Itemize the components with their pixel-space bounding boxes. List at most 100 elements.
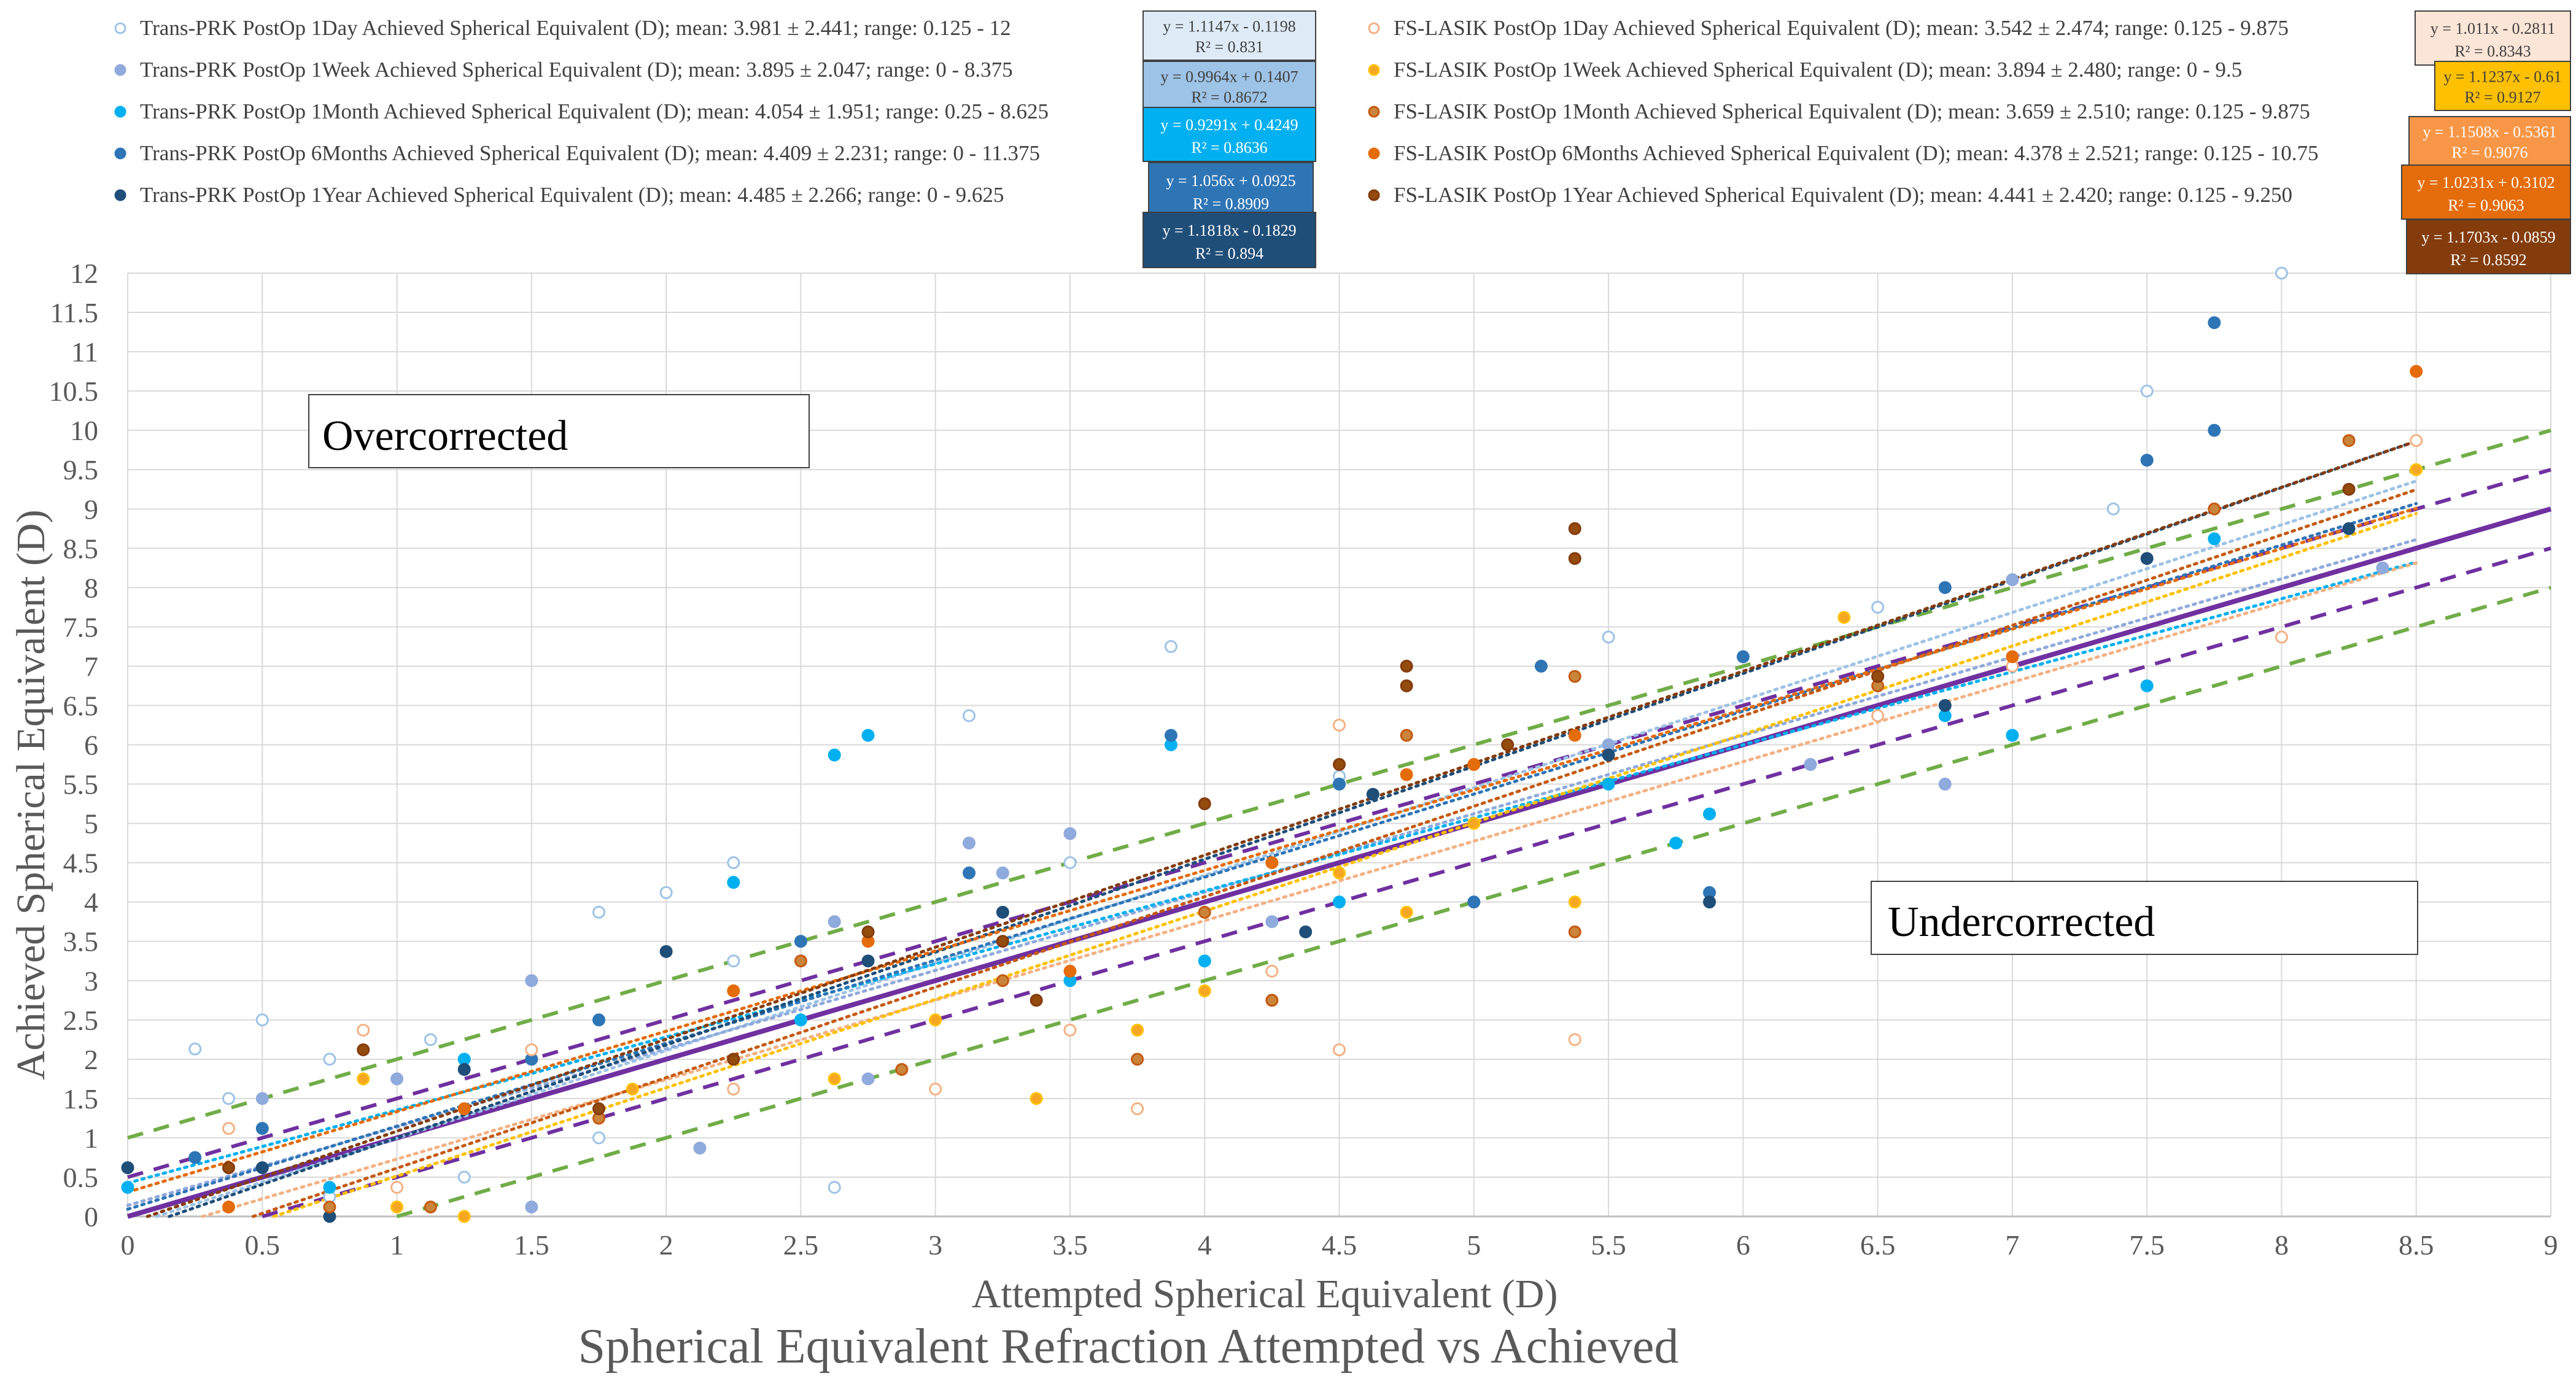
data-point [1938, 581, 1952, 594]
data-point [2342, 434, 2356, 447]
legend-entry: Trans-PRK PostOp 1Day Achieved Spherical… [140, 16, 1011, 40]
data-point [2275, 266, 2288, 280]
data-point [2006, 650, 2019, 663]
data-point [727, 876, 740, 889]
data-point [996, 935, 1009, 948]
data-point [2275, 630, 2288, 644]
chart-title: Spherical Equivalent Refraction Attempte… [578, 1320, 1679, 1374]
data-point [962, 837, 976, 850]
data-point [323, 1053, 336, 1066]
trend-equation: y = 1.0231x + 0.3102 [2417, 174, 2555, 191]
data-point [727, 1053, 740, 1066]
data-point [255, 1013, 269, 1027]
identity-line [126, 506, 2552, 1219]
y-tick-label: 0 [84, 1201, 98, 1232]
y-tick-label: 6.5 [63, 690, 99, 721]
data-point [390, 1181, 404, 1194]
x-tick-label: 3.5 [1052, 1229, 1088, 1261]
data-point [1030, 1092, 1043, 1105]
data-point [929, 1013, 942, 1027]
legend-marker [114, 147, 126, 160]
overcorrected-label: Overcorrected [322, 412, 568, 460]
data-point [1063, 1023, 1077, 1037]
data-point [222, 1092, 235, 1105]
data-point [626, 1083, 639, 1096]
x-tick-label: 9 [2544, 1229, 2558, 1261]
data-point [1164, 640, 1177, 653]
y-tick-label: 6 [84, 730, 98, 761]
legend-entry: Trans-PRK PostOp 6Months Achieved Spheri… [140, 141, 1040, 165]
y-tick-label: 2 [84, 1044, 98, 1075]
trendlines [126, 439, 2418, 1218]
data-point [457, 1170, 471, 1184]
data-point [1063, 856, 1077, 870]
trendline [145, 439, 2418, 1218]
data-point [592, 1013, 605, 1027]
data-point [1568, 552, 1581, 565]
data-point [1366, 787, 1379, 801]
x-tick-label: 6 [1736, 1229, 1750, 1261]
data-point [861, 729, 875, 742]
data-point [1938, 778, 1952, 791]
legend-entry: FS-LASIK PostOp 1Week Achieved Spherical… [1394, 58, 2242, 82]
trend-r-squared: R² = 0.831 [1195, 38, 1263, 56]
trend-equation-box [1143, 107, 1316, 162]
data-point [996, 866, 1009, 879]
axes: 0 0.5 1 1.5 2 2.5 3 3.5 4 4.5 5 5.5 6 6.5 7 7.5 8 8.5 900.… [49, 258, 2558, 1261]
trend-equation-box [1143, 61, 1316, 111]
scatter-points [121, 266, 2423, 1223]
data-point [390, 1200, 404, 1214]
data-point [357, 1043, 370, 1056]
data-point [1333, 866, 1346, 879]
y-axis-label: Achieved Spherical Equivalent (D) [9, 509, 53, 1080]
data-point [457, 1210, 471, 1223]
data-point [1568, 670, 1581, 683]
data-point [1400, 659, 1413, 673]
trend-equation: y = 0.9964x + 0.1407 [1160, 68, 1298, 86]
x-tick-label: 0.5 [245, 1229, 281, 1261]
data-point [2140, 384, 2154, 398]
trend-equation: y = 1.1508x - 0.5361 [2423, 123, 2556, 141]
data-point [1467, 758, 1481, 771]
data-point [1198, 905, 1211, 919]
trend-r-squared: R² = 0.9127 [2464, 88, 2540, 106]
data-point [1333, 895, 1346, 909]
data-point [1198, 984, 1211, 997]
x-tick-label: 4 [1198, 1229, 1212, 1261]
data-point [727, 954, 740, 968]
y-tick-label: 4.5 [63, 848, 99, 879]
data-point [1568, 729, 1581, 742]
trendline [126, 538, 2418, 1207]
trend-equation: y = 0.9291x + 0.4249 [1160, 116, 1298, 134]
data-point [1703, 895, 1717, 909]
data-point [2410, 365, 2423, 378]
x-tick-label: 8.5 [2399, 1229, 2434, 1261]
trend-equation: y = 1.1237x - 0.61 [2443, 68, 2561, 86]
trend-r-squared: R² = 0.9063 [2448, 196, 2524, 214]
y-tick-label: 9 [84, 493, 98, 525]
data-point [1063, 964, 1077, 978]
data-point [1871, 709, 1885, 722]
y-tick-label: 1.5 [63, 1083, 99, 1115]
data-point [2006, 729, 2019, 742]
data-point [794, 1013, 807, 1027]
data-point [962, 709, 976, 722]
trend-equation: y = 1.1818x - 0.1829 [1162, 222, 1296, 239]
data-point [525, 1043, 538, 1056]
x-tick-label: 7.5 [2129, 1229, 2165, 1261]
data-point [1703, 807, 1717, 821]
data-point [828, 748, 841, 762]
trendline [155, 479, 2418, 1218]
x-tick-label: 1.5 [514, 1229, 549, 1261]
y-tick-label: 9.5 [63, 454, 99, 485]
data-point [659, 945, 673, 958]
y-tick-label: 11 [71, 336, 98, 368]
x-tick-label: 6.5 [1860, 1229, 1896, 1261]
data-point [357, 1023, 370, 1037]
x-tick-label: 5 [1467, 1229, 1481, 1261]
data-point [2140, 552, 2154, 565]
data-point [1400, 679, 1413, 692]
y-tick-label: 7 [84, 651, 98, 682]
data-point [121, 1161, 134, 1175]
trend-r-squared: R² = 0.8672 [1191, 88, 1267, 106]
